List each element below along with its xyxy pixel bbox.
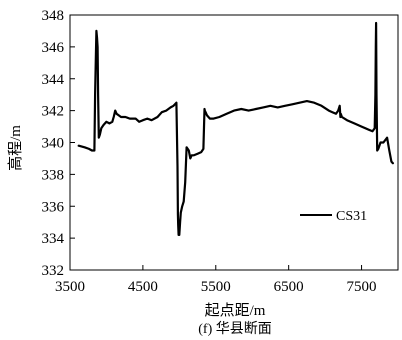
figure-caption: (f) 华县断面 (198, 321, 272, 337)
x-tick-label: 4500 (128, 279, 158, 295)
x-tick-label: 3500 (55, 279, 85, 295)
x-tick-label: 5500 (201, 279, 231, 295)
legend-label: CS31 (336, 209, 367, 224)
y-tick-label: 346 (42, 40, 65, 56)
plot-frame (69, 14, 399, 271)
y-tick-label: 334 (42, 231, 65, 247)
y-tick-label: 338 (42, 167, 65, 183)
y-tick-label: 348 (42, 8, 65, 24)
x-tick-label: 6500 (274, 279, 304, 295)
y-tick-label: 336 (42, 199, 65, 215)
y-axis-title: 高程/m (7, 125, 24, 171)
y-tick-label: 342 (42, 104, 65, 120)
x-axis-title: 起点距/m (205, 302, 266, 319)
series-line-cs31 (77, 21, 394, 236)
x-tick-label: 7500 (347, 279, 377, 295)
y-tick-label: 344 (42, 72, 65, 88)
y-tick-label: 332 (42, 263, 65, 279)
y-tick-label: 340 (42, 136, 65, 152)
